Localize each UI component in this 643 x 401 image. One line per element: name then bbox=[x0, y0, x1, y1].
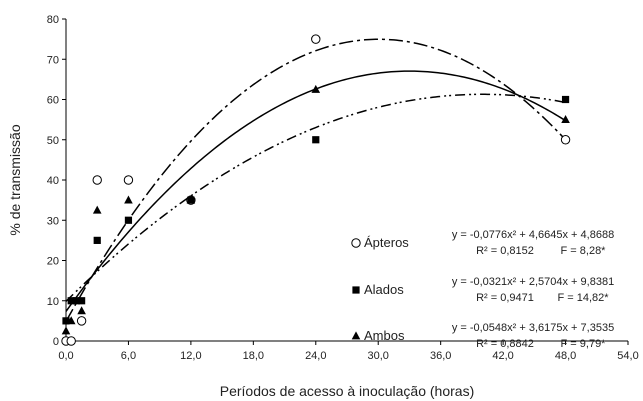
data-point-2 bbox=[77, 306, 86, 315]
trend-curve-0 bbox=[65, 38, 567, 322]
y-tick-label: 80 bbox=[47, 14, 59, 26]
y-tick-label: 70 bbox=[47, 54, 59, 66]
data-markers bbox=[61, 34, 571, 346]
y-tick-label: 40 bbox=[47, 175, 59, 187]
axes bbox=[62, 18, 629, 345]
trend-curve-1 bbox=[65, 93, 566, 302]
x-tick-label: 18,0 bbox=[243, 350, 264, 362]
data-point-0 bbox=[76, 316, 87, 326]
x-axis-title: Períodos de acesso à inoculação (horas) bbox=[220, 383, 474, 399]
y-tick-label: 30 bbox=[47, 215, 59, 227]
x-tick-label: 30,0 bbox=[368, 350, 389, 362]
data-point-2 bbox=[186, 195, 196, 204]
data-point-1 bbox=[124, 216, 133, 224]
legend-label-0: Ápteros bbox=[364, 235, 409, 250]
legend-equation-0: y = -0,0776x² + 4,6645x + 4,8688 bbox=[452, 229, 614, 241]
data-point-1 bbox=[93, 236, 101, 244]
x-tick-label: 12,0 bbox=[180, 350, 201, 362]
data-point-2 bbox=[66, 316, 76, 325]
y-axis-title: % de transmissão bbox=[7, 124, 23, 235]
x-tick-label: 6,0 bbox=[121, 350, 136, 362]
data-point-1 bbox=[67, 297, 75, 305]
legend-label-1: Alados bbox=[364, 282, 404, 297]
x-tick-label: 48,0 bbox=[555, 350, 576, 362]
y-tick-label: 60 bbox=[47, 95, 59, 107]
data-point-0 bbox=[66, 336, 76, 346]
legend-equation-1: y = -0,0321x² + 2,5704x + 9,8381 bbox=[452, 276, 614, 288]
data-point-2 bbox=[61, 326, 71, 335]
legend-r2-0: R² = 0,8152 bbox=[476, 245, 534, 257]
x-tick-label: 24,0 bbox=[305, 350, 326, 362]
data-point-0 bbox=[92, 175, 102, 185]
data-point-2 bbox=[561, 115, 570, 124]
data-point-2 bbox=[124, 195, 133, 204]
legend-r2-2: R² = 0,8842 bbox=[476, 338, 534, 350]
data-point-2 bbox=[311, 84, 321, 93]
x-tick-label: 42,0 bbox=[492, 350, 513, 362]
data-point-2 bbox=[92, 205, 102, 214]
x-tick-label: 36,0 bbox=[430, 350, 451, 362]
data-point-1 bbox=[312, 136, 320, 144]
legend-f-2: F = 9,79* bbox=[561, 338, 607, 350]
y-tick-label: 0 bbox=[53, 336, 59, 348]
legend-marker-0 bbox=[351, 238, 361, 248]
data-point-1 bbox=[78, 297, 86, 305]
tick-labels: 0,0 6,0 12,0 18,0 24,0 30,0 36,0 42,0 48,0 54,0 0 1… bbox=[47, 14, 639, 362]
data-point-1 bbox=[72, 297, 81, 305]
legend-label-2: Ambos bbox=[364, 328, 405, 343]
y-tick-label: 10 bbox=[47, 296, 59, 308]
data-point-0 bbox=[123, 175, 134, 185]
legend-marker-2 bbox=[351, 331, 361, 340]
data-point-0 bbox=[311, 34, 321, 44]
legend-equation-2: y = -0,0548x² + 3,6175x + 7,3535 bbox=[452, 322, 614, 334]
legend-marker-1 bbox=[352, 286, 360, 294]
legend: Ápteros y = -0,0776x² + 4,6645x + 4,8688 R… bbox=[351, 229, 614, 350]
data-point-1 bbox=[561, 95, 570, 104]
legend-f-1: F = 14,82* bbox=[557, 292, 609, 304]
legend-f-0: F = 8,28* bbox=[561, 245, 607, 257]
x-tick-label: 54,0 bbox=[617, 350, 638, 362]
y-tick-label: 50 bbox=[47, 135, 59, 147]
data-point-1 bbox=[62, 317, 70, 325]
y-tick-label: 20 bbox=[47, 256, 59, 268]
data-point-0 bbox=[560, 135, 571, 145]
x-tick-label: 0,0 bbox=[58, 350, 73, 362]
legend-r2-1: R² = 0,9471 bbox=[476, 292, 534, 304]
